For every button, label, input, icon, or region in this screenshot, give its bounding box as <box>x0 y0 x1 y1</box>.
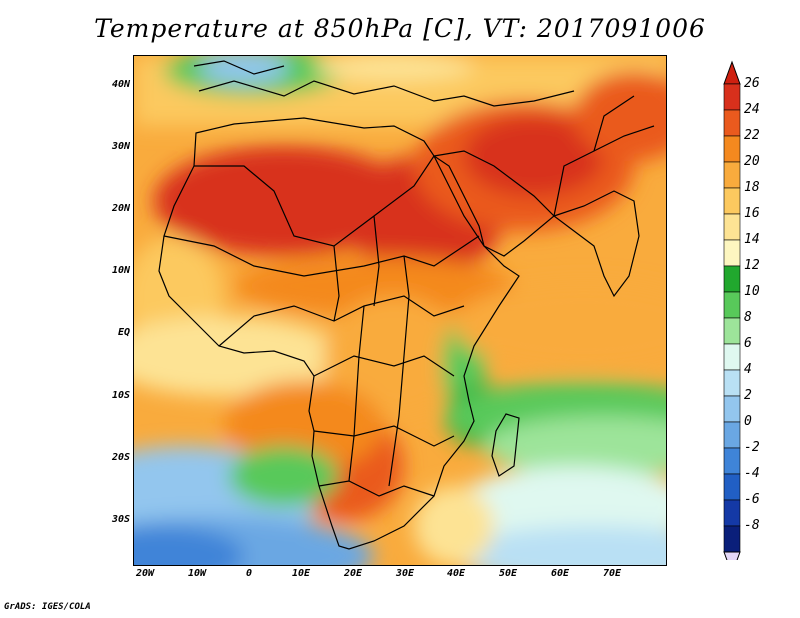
colorbar-segment <box>723 343 741 371</box>
lat-label-eq: EQ <box>117 327 130 338</box>
colorbar-label: 18 <box>744 180 760 195</box>
colorbar-segment <box>723 213 741 241</box>
colorbar-label: -4 <box>744 466 760 481</box>
colorbar-segment <box>723 473 741 501</box>
lat-label-30s: 30S <box>111 514 130 525</box>
colorbar-segment <box>723 525 741 553</box>
temperature-map <box>133 55 667 566</box>
lon-label-10e: 10E <box>291 568 311 579</box>
colorbar-segment <box>723 291 741 319</box>
colorbar-segment <box>723 135 741 163</box>
lat-label-40n: 40N <box>111 79 130 90</box>
colorbar-segment <box>723 369 741 397</box>
colorbar-segment <box>723 161 741 189</box>
colorbar-label: 0 <box>744 414 752 429</box>
lon-label-20e: 20E <box>343 568 363 579</box>
colorbar-label: 16 <box>744 206 760 221</box>
colorbar-over-triangle <box>723 60 741 85</box>
colorbar-label: 10 <box>744 284 760 299</box>
lat-label-30n: 30N <box>111 141 130 152</box>
lon-label-10w: 10W <box>187 568 207 579</box>
lon-label-0: 0 <box>245 568 253 579</box>
lat-label-20n: 20N <box>111 203 130 214</box>
colorbar-segment <box>723 317 741 345</box>
lat-label-10s: 10S <box>111 390 130 401</box>
lon-label-40e: 40E <box>446 568 466 579</box>
colorbar-label: 24 <box>744 102 760 117</box>
colorbar-label: 26 <box>744 76 760 91</box>
colorbar-segment <box>723 109 741 137</box>
colorbar-label: 4 <box>744 362 752 377</box>
colorbar-label: -8 <box>744 518 760 533</box>
colorbar-label: -2 <box>744 440 760 455</box>
colorbar-label: 2 <box>744 388 752 403</box>
colorbar-label: 8 <box>744 310 752 325</box>
colorbar-label: 6 <box>744 336 752 351</box>
colorbar-segment <box>723 83 741 111</box>
colorbar-segment <box>723 395 741 423</box>
colorbar-segment <box>723 187 741 215</box>
colorbar-segment <box>723 447 741 475</box>
map-title: Temperature at 850hPa [C], VT: 201709100… <box>94 14 706 43</box>
lon-label-30e: 30E <box>395 568 415 579</box>
colorbar-segment <box>723 265 741 293</box>
colorbar <box>723 60 741 560</box>
colorbar-segment <box>723 421 741 449</box>
colorbar-label: -6 <box>744 492 760 507</box>
lon-label-20w: 20W <box>135 568 155 579</box>
colorbar-label: 20 <box>744 154 760 169</box>
lon-label-60e: 60E <box>550 568 570 579</box>
colorbar-label: 22 <box>744 128 760 143</box>
lon-label-70e: 70E <box>602 568 622 579</box>
lon-label-50e: 50E <box>498 568 518 579</box>
colorbar-label: 14 <box>744 232 760 247</box>
colorbar-segment <box>723 499 741 527</box>
lat-label-20s: 20S <box>111 452 130 463</box>
lat-label-10n: 10N <box>111 265 130 276</box>
colorbar-under-triangle <box>723 551 741 560</box>
colorbar-segment <box>723 239 741 267</box>
colorbar-label: 12 <box>744 258 760 273</box>
grads-credit: GrADS: IGES/COLA <box>4 602 91 612</box>
